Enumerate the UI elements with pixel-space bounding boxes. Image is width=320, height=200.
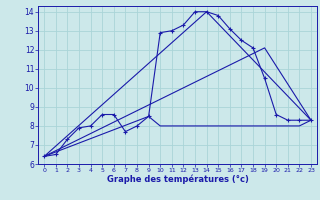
X-axis label: Graphe des températures (°c): Graphe des températures (°c) (107, 175, 249, 184)
